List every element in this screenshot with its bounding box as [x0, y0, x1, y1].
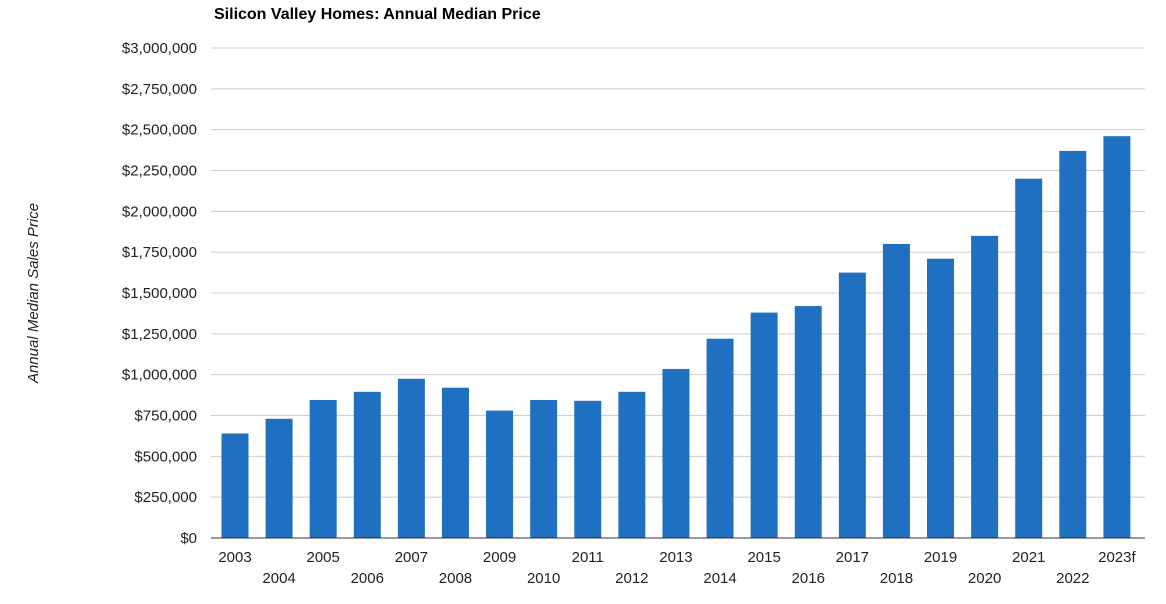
- bar-2004: [265, 418, 293, 538]
- bar-2022: [1059, 150, 1087, 538]
- bar-2005: [309, 399, 337, 538]
- y-tick-label: $2,000,000: [122, 203, 197, 220]
- x-tick-label: 2022: [1056, 570, 1089, 587]
- bar-2006: [353, 391, 381, 538]
- y-tick-label: $3,000,000: [122, 40, 197, 57]
- x-tick-label: 2008: [439, 570, 472, 587]
- bar-2003: [221, 433, 249, 538]
- x-tick-label: 2016: [792, 570, 825, 587]
- bar-2020: [971, 235, 999, 539]
- bar-2008: [441, 387, 469, 538]
- y-tick-label: $0: [180, 530, 197, 547]
- y-tick-label: $1,250,000: [122, 326, 197, 343]
- y-tick-label: $2,750,000: [122, 81, 197, 98]
- y-axis-label: Annual Median Sales Price: [25, 203, 42, 384]
- x-tick-label: 2015: [747, 549, 780, 566]
- y-tick-labels: $0 $250,000 $500,000 $750,000 $1,000,000 $1,2…: [122, 40, 197, 547]
- x-tick-label: 2009: [483, 549, 516, 566]
- y-tick-label: $250,000: [134, 489, 197, 506]
- y-tick-label: $2,500,000: [122, 122, 197, 139]
- x-tick-label: 2017: [836, 549, 869, 566]
- x-tick-label: 2006: [351, 570, 384, 587]
- bar-2018: [882, 244, 910, 538]
- chart-title: Silicon Valley Homes: Annual Median Pric…: [214, 6, 541, 23]
- x-tick-label: 2004: [262, 570, 295, 587]
- x-tick-label: 2007: [395, 549, 428, 566]
- x-tick-label: 2003: [218, 549, 251, 566]
- bar-2015: [750, 312, 778, 538]
- y-tick-label: $750,000: [134, 408, 197, 425]
- x-tick-label: 2005: [307, 549, 340, 566]
- bar-2021: [1015, 178, 1043, 538]
- x-tick-label: 2012: [615, 570, 648, 587]
- bar-2007: [397, 378, 425, 538]
- y-tick-label: $1,000,000: [122, 367, 197, 384]
- x-tick-label: 2013: [659, 549, 692, 566]
- x-tick-label: 2023f: [1098, 549, 1136, 566]
- x-tick-label: 2021: [1012, 549, 1045, 566]
- y-tick-label: $2,250,000: [122, 163, 197, 180]
- bar-2019: [927, 258, 955, 538]
- y-tick-label: $500,000: [134, 448, 197, 465]
- bar-2011: [574, 400, 602, 538]
- bar-2012: [618, 391, 646, 538]
- y-tick-label: $1,500,000: [122, 285, 197, 302]
- bars: [221, 136, 1131, 539]
- x-tick-label: 2011: [572, 549, 604, 566]
- x-tick-labels: 2003 2004 2005 2006 2007 2008 2009 2010 2011 2012…: [218, 549, 1136, 587]
- x-tick-label: 2010: [527, 570, 560, 587]
- x-tick-label: 2014: [703, 570, 736, 587]
- bar-2013: [662, 368, 690, 538]
- bar-2010: [530, 399, 558, 538]
- bar-2009: [486, 410, 514, 538]
- x-tick-label: 2018: [880, 570, 913, 587]
- x-tick-label: 2020: [968, 570, 1001, 587]
- bar-2023f: [1103, 136, 1131, 538]
- bar-2016: [794, 306, 822, 538]
- y-tick-label: $1,750,000: [122, 244, 197, 261]
- bar-2017: [838, 272, 866, 538]
- x-tick-label: 2019: [924, 549, 957, 566]
- bar-2014: [706, 338, 734, 538]
